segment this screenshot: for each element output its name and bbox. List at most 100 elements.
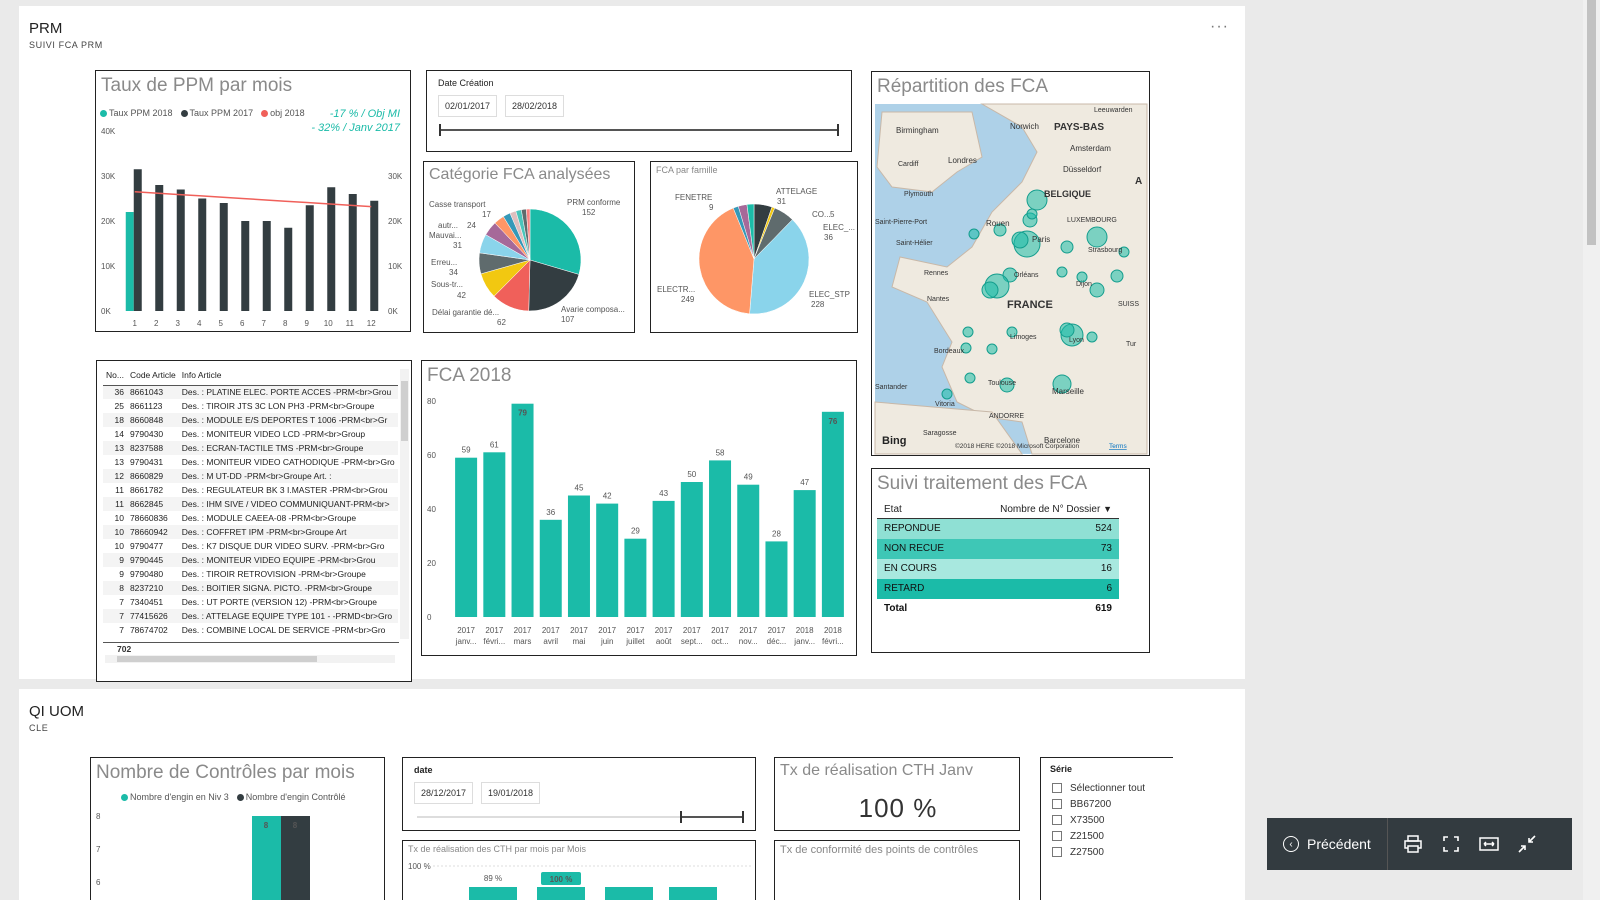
- serie-option[interactable]: Z21500: [1052, 828, 1145, 844]
- table-row[interactable]: 7 7340451 Des. : UT PORTE (VERSION 12) -PR…: [103, 595, 398, 609]
- data-label: Sous-tr...: [431, 280, 463, 289]
- col-code[interactable]: Code Article: [129, 369, 176, 380]
- table-row[interactable]: 11 8661782 Des. : REGULATEUR BK 3 I.MASTER…: [103, 483, 398, 497]
- fca-bar: [624, 538, 647, 617]
- range-handle-start[interactable]: [439, 124, 441, 136]
- date2-slicer[interactable]: date 28/12/2017 19/01/2018: [402, 757, 756, 831]
- x-tick-year: 2018: [824, 626, 842, 635]
- table-h-scrollbar[interactable]: [105, 655, 395, 663]
- fca-bar: [539, 519, 562, 617]
- map-place-label: Barcelone: [1044, 436, 1081, 445]
- exit-fullscreen-icon[interactable]: [1508, 835, 1546, 853]
- famille-pie-tile[interactable]: FCA par famille ATTELAGE 31 CO... 5 ELEC_...…: [650, 161, 858, 333]
- serie-option[interactable]: X73500: [1052, 812, 1145, 828]
- start-date-input[interactable]: 02/01/2017: [438, 95, 498, 117]
- tx-conf-tile[interactable]: Tx de conformité des points de contrôles: [774, 840, 1020, 900]
- range-handle-end[interactable]: [837, 124, 839, 136]
- page-scroll-thumb[interactable]: [1587, 0, 1596, 245]
- table-row[interactable]: EN COURS 16: [877, 558, 1119, 579]
- range-handle-end[interactable]: [742, 811, 744, 823]
- suivi-tile[interactable]: Suivi traitement des FCA Etat Nombre de …: [871, 468, 1150, 653]
- tx-mois-tile[interactable]: Tx de réalisation des CTH par mois par M…: [402, 840, 756, 900]
- table-row[interactable]: 10 9790477 Des. : K7 DISQUE DUR VIDEO SURV…: [103, 539, 398, 553]
- table-v-scrollbar[interactable]: [400, 369, 409, 639]
- map-place-label: Cardiff: [898, 161, 919, 168]
- fca-bar: [709, 460, 732, 617]
- categorie-pie-tile[interactable]: Catégorie FCA analysées PRM conforme 152 A…: [423, 161, 635, 333]
- repartition-map-tile[interactable]: Répartition des FCA Leeuwarden Norwich PAY…: [871, 71, 1150, 456]
- serie-option[interactable]: BB67200: [1052, 796, 1145, 812]
- more-options-icon[interactable]: ···: [1210, 18, 1229, 35]
- table-row[interactable]: RETARD 6: [877, 578, 1119, 599]
- table-row[interactable]: 25 8661123 Des. : TIROIR JTS 3C LON PH3 -P…: [103, 399, 398, 413]
- fca2018-tile[interactable]: FCA 2018 80 60 40 20 0 59 2017 janv... 61 2017 fév…: [421, 360, 857, 656]
- table-row[interactable]: 10 78660836 Des. : MODULE CAEEA-08 -PRM<br…: [103, 511, 398, 525]
- print-icon[interactable]: [1394, 835, 1432, 853]
- serie-slicer[interactable]: Série Sélectionner tout BB67200 X73500 Z…: [1040, 757, 1173, 900]
- fit-width-icon[interactable]: [1470, 837, 1508, 851]
- tx-cth-card[interactable]: Tx de réalisation CTH Janv 100 %: [774, 757, 1020, 831]
- end-date-input[interactable]: 19/01/2018: [481, 782, 541, 804]
- v-scroll-thumb[interactable]: [401, 381, 408, 441]
- table-row[interactable]: 12 8660829 Des. : M UT-DD -PRM<br>Groupe A…: [103, 469, 398, 483]
- map-svg[interactable]: Leeuwarden Norwich PAYS-BAS Birmingham Amste…: [872, 72, 1150, 456]
- fca-bar: [567, 495, 590, 617]
- row-code: 8237210: [129, 583, 164, 593]
- previous-button[interactable]: ‹ Précédent: [1267, 818, 1388, 870]
- table-row[interactable]: REPONDUE 524: [877, 518, 1119, 539]
- ppm-chart-tile[interactable]: Taux de PPM par mois Taux PPM 2018 Taux …: [95, 70, 411, 332]
- legend-dot-icon: [100, 110, 107, 118]
- row-code: 9790445: [129, 555, 164, 565]
- col-etat[interactable]: Etat: [877, 501, 967, 519]
- tx-mois-chart-svg: 100 % 89 % 100 %: [408, 862, 753, 900]
- h-scroll-thumb[interactable]: [117, 656, 317, 662]
- x-tick-year: 2017: [485, 626, 503, 635]
- legend-item-obj2018: obj 2018: [261, 108, 305, 118]
- fit-page-icon[interactable]: [1432, 836, 1470, 852]
- data-label: 34: [449, 268, 458, 277]
- bar-controle: [281, 816, 310, 900]
- y-tick-label: 100 %: [408, 862, 431, 871]
- page-v-scrollbar[interactable]: [1583, 0, 1600, 900]
- table-row[interactable]: 7 78674702 Des. : COMBINE LOCAL DE SERVICE…: [103, 623, 398, 637]
- table-row[interactable]: 10 78660942 Des. : COFFRET IPM -PRM<br>Gro…: [103, 525, 398, 539]
- table-row[interactable]: NON RECUE 73: [877, 538, 1119, 559]
- controles-tile[interactable]: Nombre de Contrôles par mois Nombre d'en…: [90, 757, 385, 900]
- table-row[interactable]: 11 8662845 Des. : IHM SIVE / VIDEO COMMUNI…: [103, 497, 398, 511]
- table-row[interactable]: 7 77415626 Des. : ATTELAGE EQUIPE TYPE 101…: [103, 609, 398, 623]
- map-bubble: [1059, 322, 1075, 338]
- data-label: 42: [457, 291, 466, 300]
- date-range-track[interactable]: [440, 129, 838, 131]
- map-bubble: [999, 377, 1015, 393]
- col-no[interactable]: No...: [106, 369, 124, 380]
- page-title: PRM: [29, 20, 63, 37]
- table-row[interactable]: 36 8661043 Des. : PLATINE ELEC. PORTE ACCE…: [103, 385, 398, 399]
- table-row[interactable]: 9 9790445 Des. : MONITEUR VIDEO EQUIPE -PR…: [103, 553, 398, 567]
- serie-option[interactable]: Z27500: [1052, 844, 1145, 860]
- row-code: 8661782: [129, 485, 164, 495]
- data-label: Avarie composa...: [561, 305, 625, 314]
- x-tick-label: 11: [346, 319, 355, 328]
- serie-option-all[interactable]: Sélectionner tout: [1052, 780, 1145, 796]
- table-row[interactable]: 18 8660848 Des. : MODULE E/S DEPORTES T 10…: [103, 413, 398, 427]
- col-nombre[interactable]: Nombre de N° Dossier ▼: [966, 501, 1119, 519]
- table-row[interactable]: 8 8237210 Des. : BOITIER SIGNA. PICTO. -PR…: [103, 581, 398, 595]
- table-row[interactable]: 9 9790480 Des. : TIROIR RETROVISION -PRM<b…: [103, 567, 398, 581]
- table-row[interactable]: 13 8237588 Des. : ECRAN-TACTILE TMS -PRM<b…: [103, 441, 398, 455]
- controles-legend: Nombre d'engin en Niv 3 Nombre d'engin C…: [121, 792, 346, 802]
- date-range-track[interactable]: [417, 816, 743, 818]
- range-handle-start[interactable]: [680, 811, 682, 823]
- articles-table-tile[interactable]: No... Code Article Info Article 36 866104…: [96, 360, 412, 682]
- date-creation-slicer[interactable]: Date Création 02/01/2017 28/02/2018: [426, 70, 852, 152]
- data-label: 36: [546, 508, 555, 517]
- tx-mois-title: Tx de réalisation des CTH par mois par M…: [408, 844, 587, 854]
- x-tick-label: 6: [240, 319, 245, 328]
- table-row[interactable]: 14 9790430 Des. : MONITEUR VIDEO LCD -PRM<…: [103, 427, 398, 441]
- end-date-input[interactable]: 28/02/2018: [505, 95, 565, 117]
- data-label: FENETRE: [675, 193, 712, 202]
- row-code: 9790431: [129, 457, 164, 467]
- table-row[interactable]: 13 9790431 Des. : MONITEUR VIDEO CATHODIQU…: [103, 455, 398, 469]
- col-info[interactable]: Info Article: [181, 369, 222, 380]
- start-date-input[interactable]: 28/12/2017: [414, 782, 474, 804]
